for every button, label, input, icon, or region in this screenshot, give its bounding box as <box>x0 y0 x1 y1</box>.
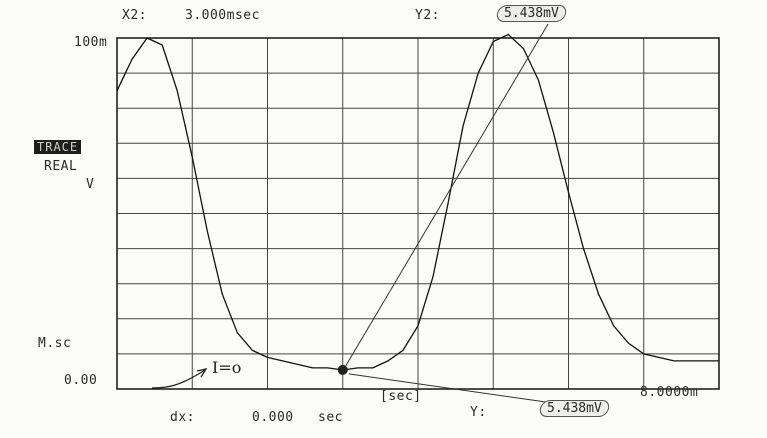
y-axis-min-label: 0.00 <box>64 373 98 388</box>
x-axis-unit-label: [sec] <box>380 389 422 404</box>
waveform-trace <box>116 33 719 371</box>
y-value: 5.438mV <box>547 401 602 416</box>
plot-frame <box>116 37 720 390</box>
trace-badge[interactable]: TRACE <box>34 140 82 154</box>
cursor-leader-bottom <box>348 373 561 405</box>
handwritten-arrow <box>151 369 206 389</box>
x2-value: 3.000msec <box>185 8 260 23</box>
dx-value: 0.000 <box>252 410 294 425</box>
handwritten-arrowhead <box>196 368 208 378</box>
y2-value-bubble: 5.438mV <box>495 5 568 22</box>
handwritten-note: I=o <box>212 358 241 377</box>
trace-unit-label: V <box>86 177 95 192</box>
y-value-bubble: 5.438mV <box>538 400 611 417</box>
y-label: Y: <box>470 405 487 420</box>
cursor-leader-top <box>345 23 549 367</box>
dx-label: dx: <box>170 410 195 425</box>
cursor-marker[interactable] <box>337 364 348 375</box>
plot-grid <box>117 38 719 389</box>
y2-value: 5.438mV <box>504 6 559 21</box>
scale-label: M.sc <box>38 336 72 351</box>
x2-label: X2: <box>122 8 147 23</box>
dx-unit: sec <box>318 410 343 425</box>
x-axis-max-label: 8.0000m <box>640 385 699 400</box>
y-axis-max-label: 100m <box>74 35 108 50</box>
y2-label: Y2: <box>415 8 440 23</box>
trace-mode-label: REAL <box>44 159 78 174</box>
